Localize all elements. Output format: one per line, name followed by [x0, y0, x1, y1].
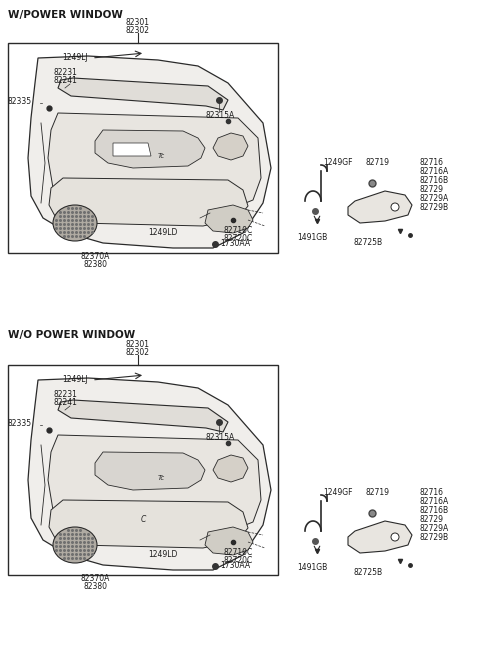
Text: 82729B: 82729B: [420, 533, 449, 542]
Polygon shape: [213, 455, 248, 482]
Ellipse shape: [53, 205, 97, 241]
Text: 82729B: 82729B: [420, 203, 449, 212]
Bar: [8, 365, 278, 575]
Text: 82719: 82719: [365, 488, 389, 497]
Polygon shape: [58, 78, 228, 110]
Text: 82231: 82231: [53, 68, 77, 77]
Text: 82710C: 82710C: [224, 226, 253, 235]
Text: 82716B: 82716B: [420, 176, 449, 185]
Text: 82716: 82716: [420, 158, 444, 167]
Polygon shape: [205, 527, 253, 555]
Polygon shape: [49, 178, 248, 226]
Text: 82302: 82302: [126, 26, 150, 35]
Text: 82729A: 82729A: [420, 194, 449, 203]
Text: 82716: 82716: [420, 488, 444, 497]
Text: 1491GB: 1491GB: [297, 233, 327, 242]
Text: 82315A: 82315A: [205, 432, 234, 441]
Text: 82301: 82301: [126, 340, 150, 349]
Text: 82725B: 82725B: [353, 568, 383, 577]
Text: 82301: 82301: [126, 18, 150, 27]
Text: 82335: 82335: [8, 419, 32, 428]
Text: 1249LD: 1249LD: [149, 228, 178, 237]
Text: 82719: 82719: [365, 158, 389, 167]
Text: Tc: Tc: [157, 153, 165, 159]
Text: 82231: 82231: [53, 390, 77, 399]
Polygon shape: [28, 378, 271, 570]
Text: 82370A: 82370A: [80, 252, 110, 261]
Text: 1249LD: 1249LD: [149, 550, 178, 559]
Polygon shape: [48, 435, 261, 532]
Text: 82729: 82729: [420, 185, 444, 194]
Text: 82315A: 82315A: [205, 111, 234, 119]
Text: C: C: [140, 515, 146, 525]
Text: 82380: 82380: [83, 260, 107, 269]
Polygon shape: [49, 500, 248, 548]
Polygon shape: [28, 56, 271, 248]
Text: 82335: 82335: [8, 98, 32, 107]
Polygon shape: [213, 133, 248, 160]
Polygon shape: [205, 205, 253, 233]
Text: 82729A: 82729A: [420, 524, 449, 533]
Text: 82729: 82729: [420, 515, 444, 524]
Text: 82302: 82302: [126, 348, 150, 357]
Polygon shape: [348, 521, 412, 553]
Polygon shape: [58, 400, 228, 432]
Text: 1249GF: 1249GF: [323, 488, 352, 497]
Polygon shape: [48, 113, 261, 210]
Text: 82380: 82380: [83, 582, 107, 591]
Text: 82725B: 82725B: [353, 238, 383, 247]
Text: 1730AA: 1730AA: [220, 561, 250, 571]
Ellipse shape: [53, 527, 97, 563]
Text: 82710C: 82710C: [224, 548, 253, 557]
Text: 82716A: 82716A: [420, 167, 449, 176]
Text: 1491GB: 1491GB: [297, 563, 327, 572]
Text: 82370A: 82370A: [80, 574, 110, 583]
Polygon shape: [113, 143, 151, 156]
Circle shape: [391, 533, 399, 541]
Text: 1730AA: 1730AA: [220, 240, 250, 248]
Text: 1249GF: 1249GF: [323, 158, 352, 167]
Polygon shape: [95, 130, 205, 168]
Text: 82720C: 82720C: [224, 556, 253, 565]
Circle shape: [391, 203, 399, 211]
Polygon shape: [95, 452, 205, 490]
Text: 82720C: 82720C: [224, 234, 253, 243]
Text: 82241: 82241: [53, 398, 77, 407]
Text: W/O POWER WINDOW: W/O POWER WINDOW: [8, 330, 135, 340]
Bar: [8, 43, 278, 253]
Text: 82241: 82241: [53, 76, 77, 85]
Text: 82716A: 82716A: [420, 497, 449, 506]
Polygon shape: [348, 191, 412, 223]
Text: 1249LJ: 1249LJ: [62, 54, 88, 62]
Text: W/POWER WINDOW: W/POWER WINDOW: [8, 10, 123, 20]
Text: Tc: Tc: [157, 475, 165, 481]
Text: 1249LJ: 1249LJ: [62, 375, 88, 384]
Text: 82716B: 82716B: [420, 506, 449, 515]
